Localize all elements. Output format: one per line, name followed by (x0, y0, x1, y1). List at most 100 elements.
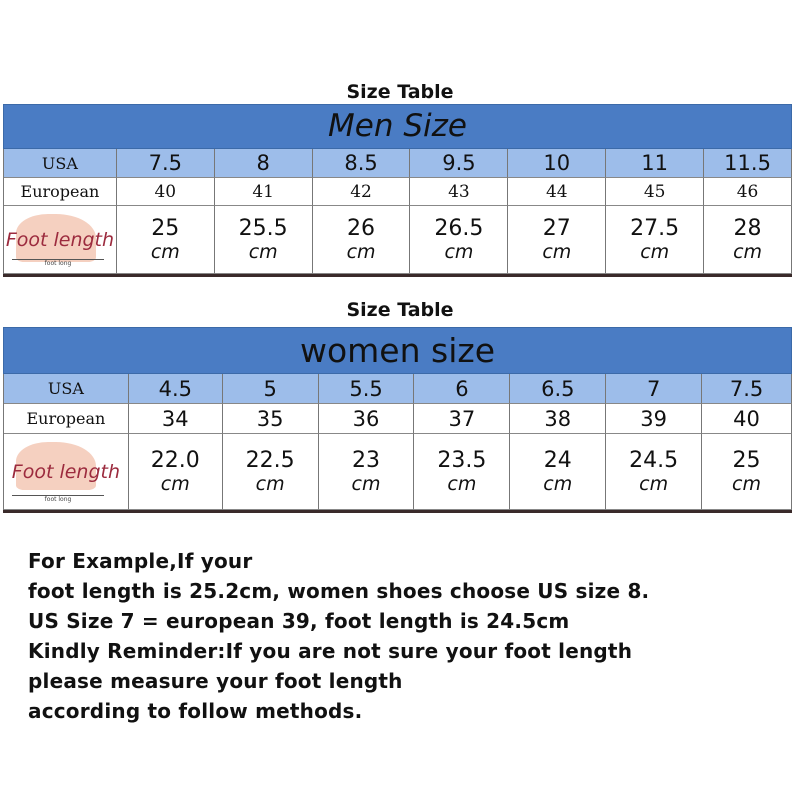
men-size-table: Men Size USA 7.5 8 8.5 9.5 10 11 11.5 European 40 4… (3, 104, 792, 277)
foot-length-unit: cm (255, 473, 285, 495)
usa-size-cell: 9.5 (410, 149, 509, 178)
european-size-cell: 39 (606, 404, 703, 434)
table-title: women size (3, 327, 792, 374)
european-size-cell: 35 (222, 404, 319, 434)
foot-length-unit: cm (640, 241, 670, 263)
foot-length-cell: 28 cm (704, 206, 792, 274)
usa-size-cell: 5 (222, 374, 319, 404)
foot-length-value: 23 (352, 448, 381, 473)
usa-size-cell: 7 (606, 374, 703, 404)
european-size-cell: 42 (312, 178, 411, 206)
note-line: foot length is 25.2cm, women shoes choos… (28, 579, 650, 603)
note-line: according to follow methods. (28, 699, 363, 723)
foot-length-unit: cm (351, 473, 381, 495)
foot-length-value: 26 (347, 216, 376, 241)
foot-length-value: 25 (732, 448, 761, 473)
foot-length-value: 26.5 (434, 216, 484, 241)
usa-row: USA 4.5 5 5.5 6 6.5 7 7.5 (3, 374, 792, 404)
foot-length-unit: cm (732, 473, 762, 495)
european-size-cell: 40 (702, 404, 792, 434)
foot-length-cell: 22.5 cm (222, 434, 319, 510)
usa-label: USA (4, 374, 129, 404)
women-size-table: women size USA 4.5 5 5.5 6 6.5 7 7.5 European 34 35… (3, 327, 792, 513)
foot-length-cell: 23.5 cm (414, 434, 511, 510)
foot-length-value: 25.5 (238, 216, 288, 241)
european-label: European (4, 178, 117, 206)
foot-length-row: Foot length foot long 25 cm 25.5 cm 26 cm 26.5 c… (3, 206, 792, 274)
european-row: European 34 35 36 37 38 39 40 (3, 404, 792, 434)
european-size-cell: 37 (414, 404, 511, 434)
note-line: For Example,If your (28, 549, 253, 573)
usa-size-cell: 8 (214, 149, 313, 178)
foot-length-unit: cm (160, 473, 190, 495)
foot-length-unit: cm (444, 241, 474, 263)
foot-length-unit: cm (639, 473, 669, 495)
women-caption: Size Table (346, 299, 454, 321)
foot-length-text: Foot length (11, 460, 121, 483)
foot-length-unit: cm (543, 473, 573, 495)
foot-length-cell: 24 cm (510, 434, 607, 510)
foot-length-cell: 25 cm (702, 434, 792, 510)
foot-illustration-icon (16, 214, 96, 262)
usa-size-cell: 7.5 (116, 149, 215, 178)
notes: For Example,If your foot length is 25.2cm… (28, 546, 649, 726)
usa-size-cell: 5.5 (318, 374, 415, 404)
european-size-cell: 43 (410, 178, 509, 206)
foot-length-value: 28 (733, 216, 762, 241)
foot-length-cell: 23 cm (318, 434, 415, 510)
european-size-cell: 38 (510, 404, 607, 434)
usa-size-cell: 7.5 (702, 374, 792, 404)
usa-row: USA 7.5 8 8.5 9.5 10 11 11.5 (3, 149, 792, 178)
foot-length-value: 22.5 (245, 448, 295, 473)
note-line: Kindly Reminder:If you are not sure your… (28, 639, 633, 663)
foot-length-value: 24.5 (629, 448, 679, 473)
foot-length-unit: cm (346, 241, 376, 263)
european-size-cell: 36 (318, 404, 415, 434)
foot-length-value: 27 (542, 216, 571, 241)
foot-length-unit: cm (733, 241, 763, 263)
foot-length-row: Foot length foot long 22.0 cm 22.5 cm 23 cm 23.… (3, 434, 792, 510)
foot-ruler: foot long (12, 495, 104, 503)
foot-length-cell: 26.5 cm (410, 206, 509, 274)
usa-size-cell: 6 (414, 374, 511, 404)
usa-size-cell: 6.5 (510, 374, 607, 404)
foot-length-value: 25 (151, 216, 180, 241)
foot-length-cell: 24.5 cm (606, 434, 703, 510)
foot-length-unit: cm (447, 473, 477, 495)
foot-length-value: 22.0 (150, 448, 200, 473)
foot-length-text: Foot length (5, 228, 115, 251)
foot-length-value: 24 (543, 448, 572, 473)
foot-length-cell: 27.5 cm (606, 206, 705, 274)
usa-size-cell: 11.5 (704, 149, 792, 178)
foot-length-unit: cm (248, 241, 278, 263)
european-size-cell: 44 (508, 178, 607, 206)
men-caption: Size Table (346, 81, 454, 103)
usa-size-cell: 8.5 (312, 149, 411, 178)
foot-length-cell: 25 cm (116, 206, 215, 274)
usa-size-cell: 11 (606, 149, 705, 178)
european-label: European (4, 404, 129, 434)
foot-length-label: Foot length foot long (4, 434, 129, 510)
foot-length-label: Foot length foot long (4, 206, 117, 274)
usa-size-cell: 10 (508, 149, 607, 178)
foot-length-value: 27.5 (630, 216, 680, 241)
european-row: European 40 41 42 43 44 45 46 (3, 178, 792, 206)
european-size-cell: 41 (214, 178, 313, 206)
european-size-cell: 45 (606, 178, 705, 206)
foot-length-cell: 26 cm (312, 206, 411, 274)
table-title: Men Size (3, 104, 792, 149)
usa-size-cell: 4.5 (128, 374, 223, 404)
foot-illustration-icon (16, 442, 96, 490)
foot-length-unit: cm (150, 241, 180, 263)
european-size-cell: 34 (128, 404, 223, 434)
usa-label: USA (4, 149, 117, 178)
note-line: please measure your foot length (28, 669, 403, 693)
foot-length-cell: 27 cm (508, 206, 607, 274)
european-size-cell: 46 (704, 178, 792, 206)
foot-length-cell: 22.0 cm (128, 434, 223, 510)
foot-length-unit: cm (542, 241, 572, 263)
foot-length-cell: 25.5 cm (214, 206, 313, 274)
foot-ruler: foot long (12, 259, 104, 267)
european-size-cell: 40 (116, 178, 215, 206)
note-line: US Size 7 = european 39, foot length is … (28, 609, 570, 633)
